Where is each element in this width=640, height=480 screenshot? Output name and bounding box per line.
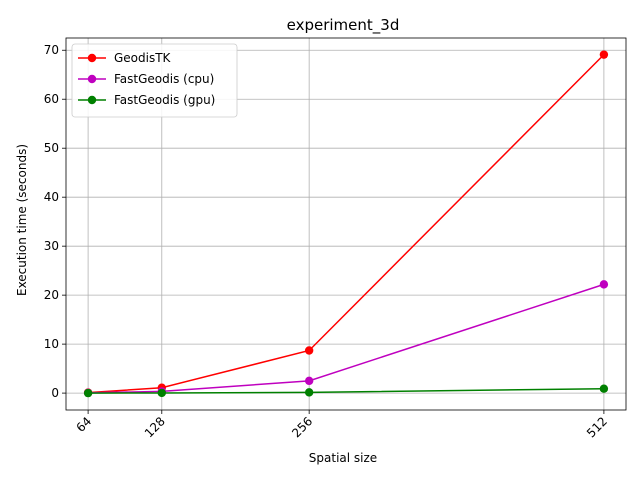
y-tick-label: 30 [44, 239, 59, 253]
y-tick-label: 20 [44, 288, 59, 302]
y-tick-label: 40 [44, 190, 59, 204]
series-line [88, 387, 604, 394]
y-axis-label: Execution time (seconds) [15, 144, 29, 296]
y-tick-label: 60 [44, 92, 59, 106]
legend-entry: FastGeodis (gpu) [78, 93, 215, 107]
y-tick-label: 50 [44, 141, 59, 155]
legend-swatch-marker [87, 53, 97, 63]
series-line [88, 54, 605, 394]
x-axis-ticks: 64 128 256 512 [74, 410, 610, 440]
legend-entry: FastGeodis (cpu) [78, 72, 214, 86]
legend-swatch-marker [87, 95, 97, 105]
x-axis-label: Spatial size [309, 451, 377, 465]
legend-label: FastGeodis (gpu) [114, 93, 215, 107]
y-tick-label: 70 [44, 43, 59, 57]
y-axis-ticks: 0 10 20 30 40 50 60 70 [44, 43, 66, 400]
y-tick-label: 0 [51, 386, 59, 400]
chart-title: experiment_3d [287, 16, 400, 35]
data-point [304, 346, 314, 355]
plot-frame [65, 37, 627, 411]
x-tick-label: 512 [584, 414, 610, 440]
series-2 [83, 280, 609, 398]
x-tick-label: 64 [74, 414, 95, 435]
x-tick-label: 128 [142, 414, 168, 440]
data-point [599, 280, 609, 289]
data-point [157, 388, 166, 398]
legend-box [71, 43, 238, 118]
data-point [304, 388, 314, 397]
data-point [83, 388, 93, 398]
series-line [88, 283, 605, 394]
legend-swatch-marker [87, 74, 97, 84]
data-point [599, 384, 609, 393]
legend-label: FastGeodis (cpu) [114, 72, 214, 86]
y-tick-label: 10 [44, 337, 59, 351]
legend-entry: GeodisTK [78, 51, 172, 65]
data-point [599, 50, 609, 59]
series-layer [83, 50, 609, 398]
legend: GeodisTK FastGeodis (cpu) FastGeodis (gpu) [71, 43, 238, 118]
x-tick-label: 256 [289, 414, 315, 440]
legend-label: GeodisTK [114, 51, 172, 65]
data-point [304, 376, 314, 386]
series-3 [83, 384, 609, 398]
